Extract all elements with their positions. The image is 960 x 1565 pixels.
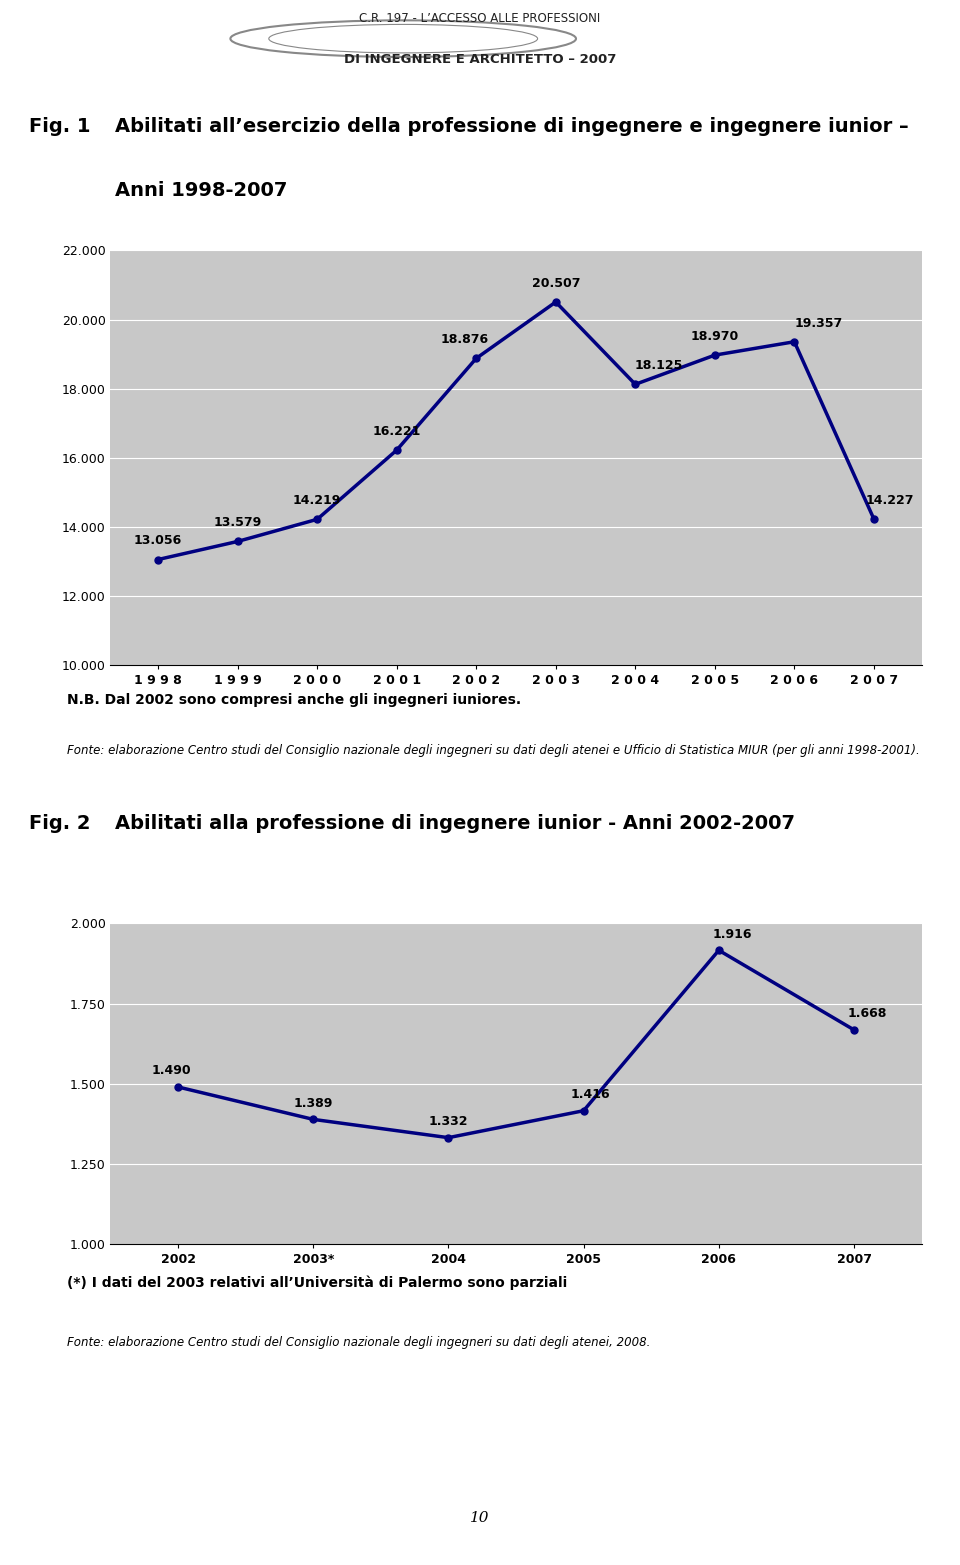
- Text: Fig. 1: Fig. 1: [29, 117, 90, 136]
- Text: Abilitati alla professione di ingegnere iunior - Anni 2002-2007: Abilitati alla professione di ingegnere …: [114, 814, 795, 833]
- Text: 13.056: 13.056: [134, 534, 182, 548]
- Text: 14.219: 14.219: [293, 495, 342, 507]
- Text: Fonte: elaborazione Centro studi del Consiglio nazionale degli ingegneri su dati: Fonte: elaborazione Centro studi del Con…: [67, 743, 920, 757]
- Text: 1.389: 1.389: [294, 1097, 333, 1110]
- Text: 16.221: 16.221: [372, 426, 420, 438]
- Text: 1.416: 1.416: [570, 1088, 611, 1102]
- Text: 18.125: 18.125: [635, 360, 684, 372]
- Text: Fig. 2: Fig. 2: [29, 814, 90, 833]
- Text: 14.227: 14.227: [866, 495, 914, 507]
- Text: 10: 10: [470, 1512, 490, 1524]
- Text: Abilitati all’esercizio della professione di ingegnere e ingegnere iunior –: Abilitati all’esercizio della profession…: [114, 117, 908, 136]
- Text: 19.357: 19.357: [794, 316, 842, 330]
- Text: 18.970: 18.970: [690, 330, 739, 343]
- Text: (*) I dati del 2003 relativi all’Università di Palermo sono parziali: (*) I dati del 2003 relativi all’Univers…: [67, 1275, 567, 1290]
- Text: N.B. Dal 2002 sono compresi anche gli ingegneri iuniores.: N.B. Dal 2002 sono compresi anche gli in…: [67, 693, 521, 707]
- Text: 18.876: 18.876: [441, 333, 489, 346]
- Text: C.R. 197 - L’ACCESSO ALLE PROFESSIONI: C.R. 197 - L’ACCESSO ALLE PROFESSIONI: [359, 13, 601, 25]
- Text: 13.579: 13.579: [213, 516, 262, 529]
- Text: Anni 1998-2007: Anni 1998-2007: [114, 182, 287, 200]
- Text: 1.668: 1.668: [848, 1008, 887, 1020]
- Text: Fonte: elaborazione Centro studi del Consiglio nazionale degli ingegneri su dati: Fonte: elaborazione Centro studi del Con…: [67, 1335, 651, 1349]
- Text: 1.490: 1.490: [152, 1064, 191, 1077]
- Text: 1.916: 1.916: [712, 928, 752, 941]
- Text: 1.332: 1.332: [429, 1114, 468, 1128]
- Text: DI INGEGNERE E ARCHITETTO – 2007: DI INGEGNERE E ARCHITETTO – 2007: [344, 53, 616, 66]
- Text: 20.507: 20.507: [532, 277, 580, 290]
